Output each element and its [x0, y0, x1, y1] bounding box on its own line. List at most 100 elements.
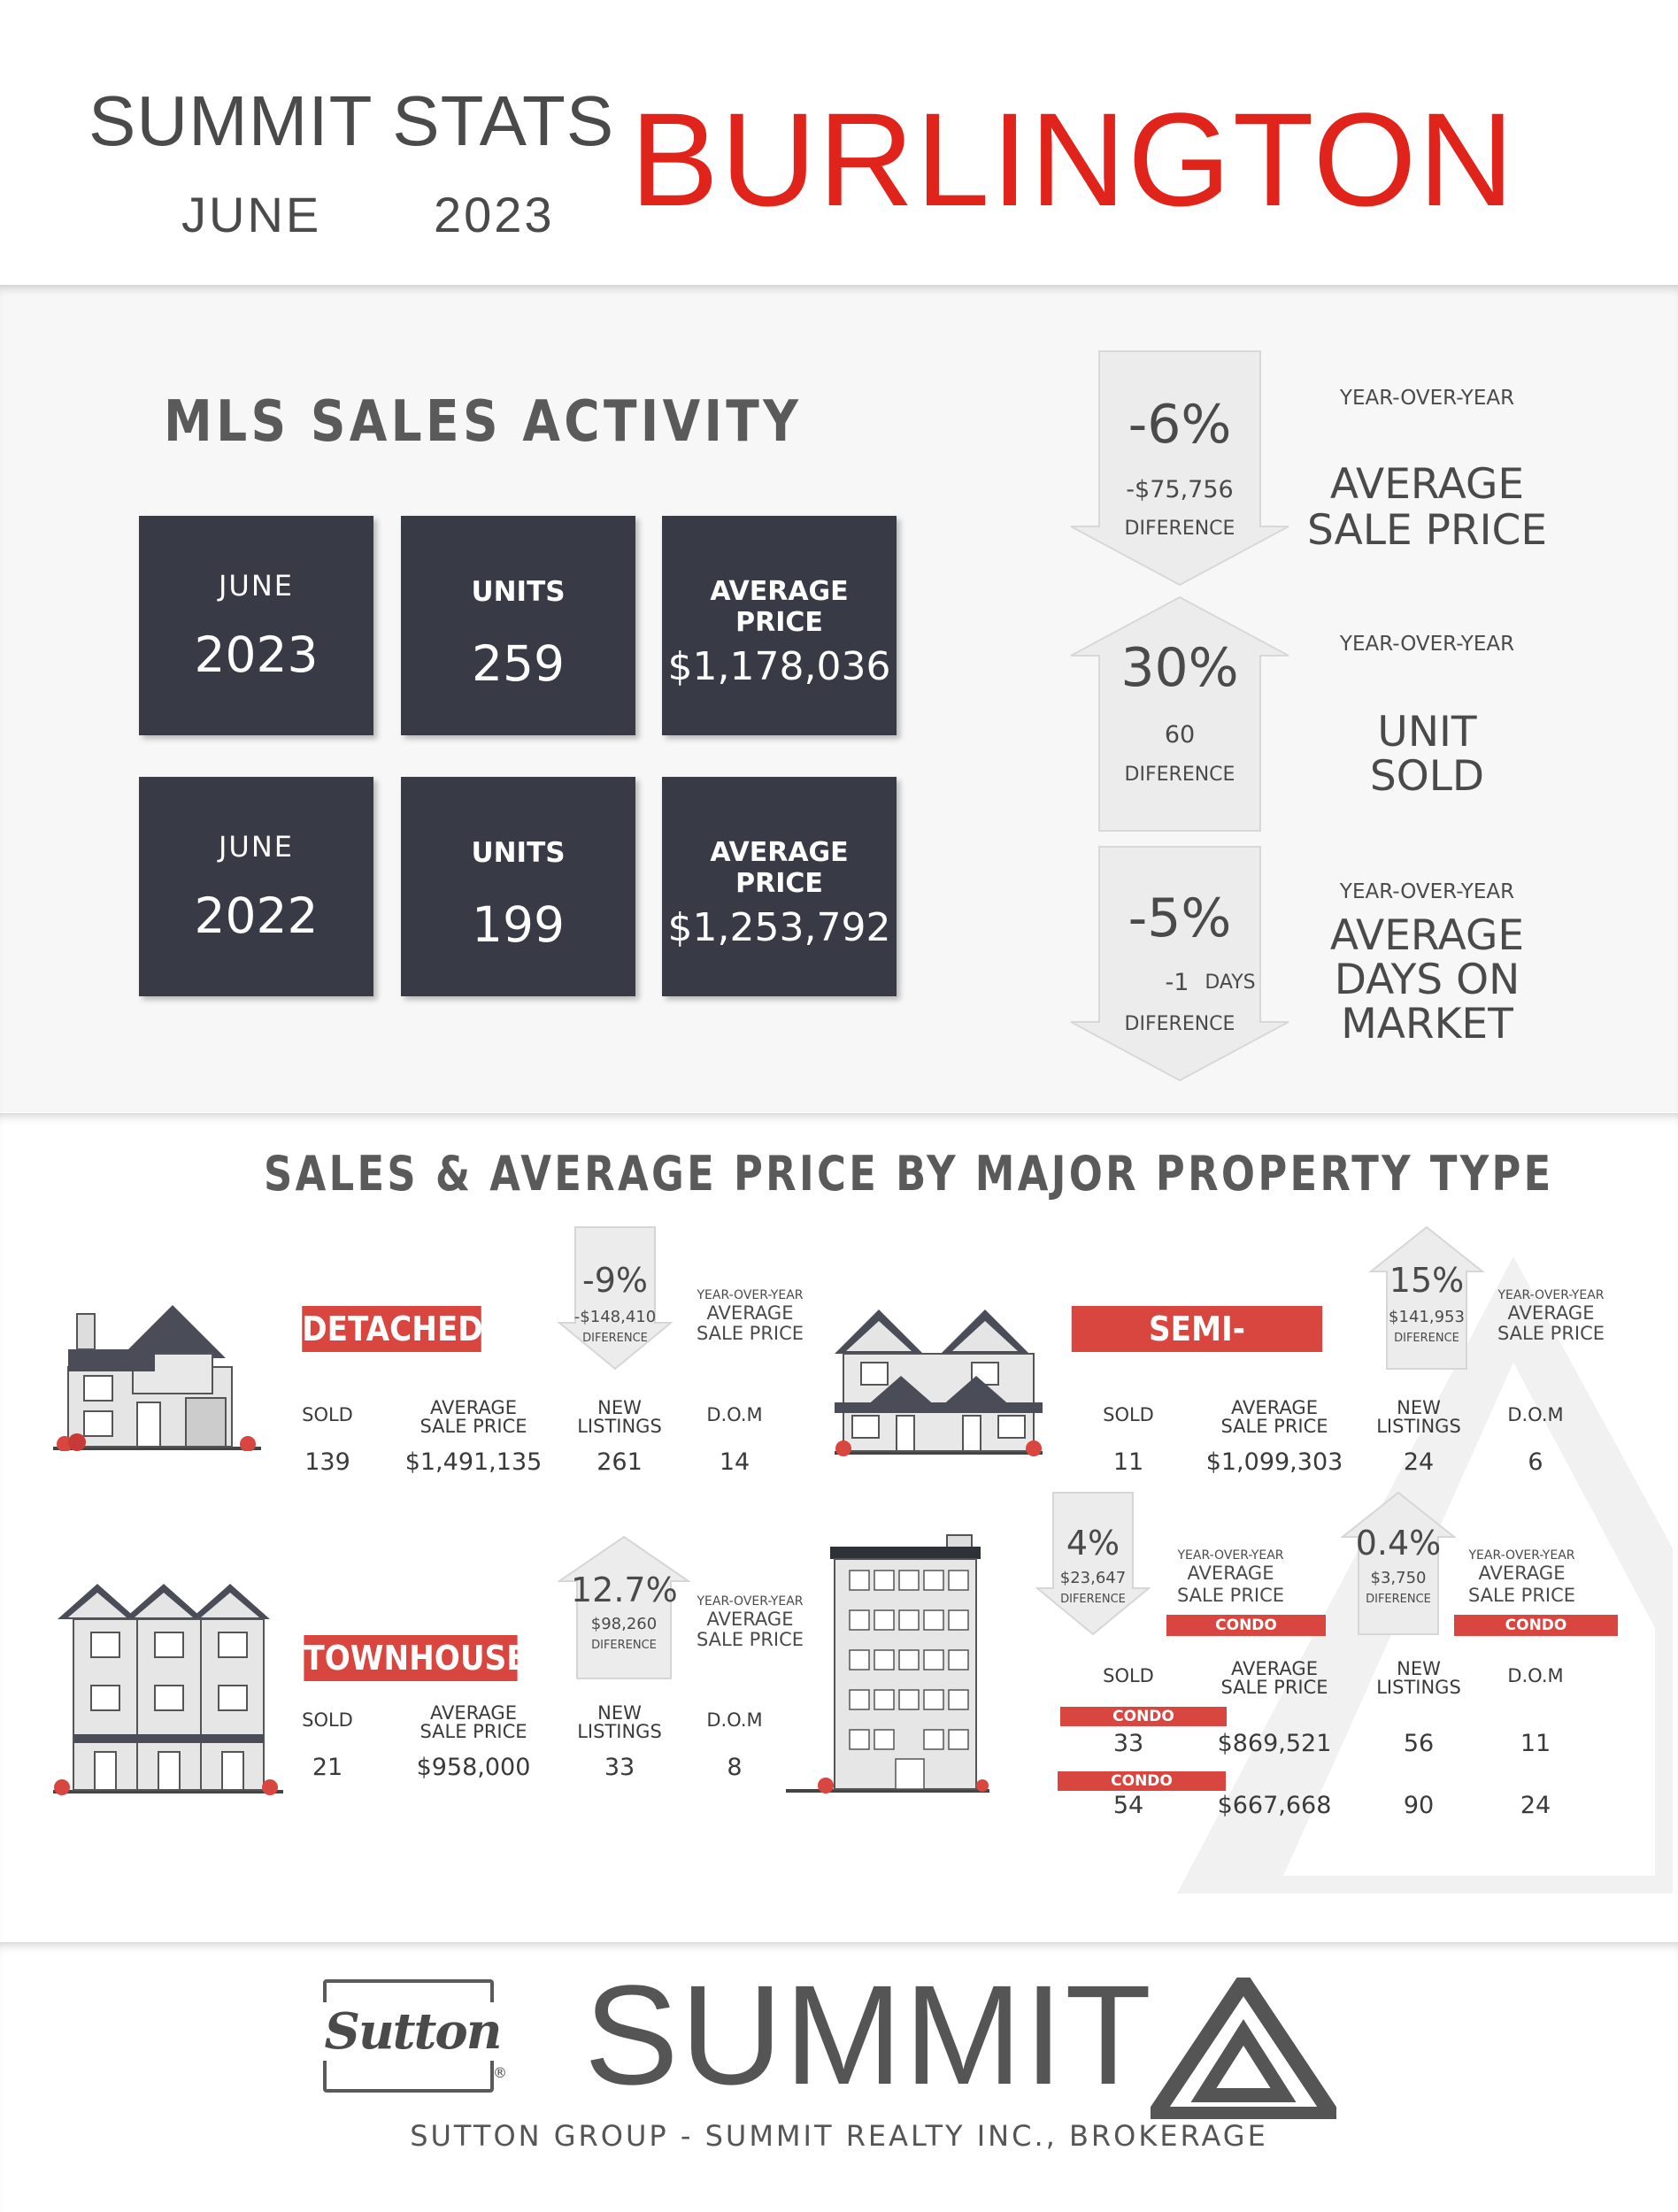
mls-box-units-2023: UNITS 259	[401, 516, 635, 735]
semi-diff-label: DIFERENCE	[1394, 1332, 1459, 1345]
detached-col-sold: SOLD	[302, 1404, 353, 1425]
detached-tag: DETACHED	[302, 1306, 483, 1352]
semi-col-avg-1: AVERAGE	[1231, 1397, 1318, 1418]
condo-col-avg-2: SALE PRICE	[1220, 1677, 1328, 1698]
townhouse-dom: 8	[727, 1754, 743, 1781]
condo-col-new-1: NEW	[1397, 1658, 1441, 1679]
mls-units-label: UNITS	[471, 837, 566, 869]
condo-townhouse-percent: 4%	[1066, 1524, 1120, 1563]
footer: Sutton ® SUMMIT SUTTON GROUP - SUMMIT RE…	[0, 1942, 1678, 2212]
semi-avg: $1,099,303	[1205, 1448, 1343, 1476]
detached-diff-label: DIFERENCE	[582, 1332, 648, 1345]
townhouse-new: 33	[604, 1754, 635, 1781]
condo-col-avg-1: AVERAGE	[1231, 1658, 1318, 1679]
mls-month-label: JUNE	[218, 569, 294, 603]
condo-townhouse-avg-label-2: SALE PRICE	[1176, 1585, 1285, 1606]
arrow-up-icon	[1070, 595, 1289, 832]
detached-avg-label-2: SALE PRICE	[696, 1323, 804, 1344]
semi-new: 24	[1403, 1448, 1435, 1476]
condo-townhouse-yoy: YEAR-OVER-YEAR	[1177, 1548, 1284, 1563]
condo-apartment-percent: 0.4%	[1355, 1524, 1442, 1563]
city-title: BURLINGTON	[630, 85, 1516, 234]
townhouse-avg: $958,000	[416, 1754, 531, 1781]
townhouse-diff-label: DIFERENCE	[591, 1639, 657, 1652]
dom-yoy: YEAR-OVER-YEAR	[1339, 880, 1515, 903]
mls-box-price-2022: AVERAGE PRICE $1,253,792	[662, 777, 897, 996]
units-sold-diff-label: DIFERENCE	[1124, 764, 1235, 786]
units-sold-diff: 60	[1164, 721, 1196, 749]
detached-new: 261	[597, 1448, 643, 1476]
semi-col-new-1: NEW	[1397, 1397, 1441, 1418]
dom-diff-label: DIFERENCE	[1124, 1013, 1235, 1035]
mls-year-value: 2022	[194, 887, 319, 944]
condo-col-sold: SOLD	[1103, 1665, 1154, 1686]
semi-avg-label-2: SALE PRICE	[1497, 1323, 1605, 1344]
condo-building-icon	[786, 1534, 989, 1793]
townhouse-icon	[53, 1584, 283, 1795]
report-year: 2023	[434, 187, 555, 242]
mls-box-month-2022: JUNE 2022	[139, 777, 373, 996]
detached-yoy: YEAR-OVER-YEAR	[697, 1288, 804, 1302]
detached-col-dom: D.O.M	[706, 1404, 763, 1425]
arrow-down-icon	[558, 1226, 673, 1371]
condo-townhouse-sold: 33	[1112, 1730, 1144, 1757]
dom-title-2: DAYS ON	[1334, 956, 1520, 1004]
brokerage-name: SUTTON GROUP - SUMMIT REALTY INC., BROKE…	[410, 2119, 1268, 2153]
semi-col-sold: SOLD	[1103, 1404, 1154, 1425]
townhouse-diff: $98,260	[590, 1615, 658, 1633]
condo-apartment-yoy: YEAR-OVER-YEAR	[1468, 1548, 1575, 1563]
condo-apartment-new: 90	[1403, 1792, 1435, 1819]
avg-price-diff: -$75,756	[1126, 476, 1234, 503]
semi-col-dom: D.O.M	[1507, 1404, 1564, 1425]
avg-price-yoy: YEAR-OVER-YEAR	[1339, 387, 1515, 410]
registered-mark: ®	[493, 2064, 507, 2081]
mls-price-label: AVERAGE PRICE	[710, 576, 849, 638]
townhouse-col-dom: D.O.M	[706, 1709, 763, 1731]
condo-apartment-dom: 24	[1520, 1792, 1551, 1819]
condo-apartment-sold: 54	[1112, 1792, 1144, 1819]
arrow-up-icon	[1341, 1491, 1456, 1635]
avg-price-diff-label: DIFERENCE	[1124, 518, 1235, 540]
condo-townhouse-avg: $869,521	[1217, 1730, 1332, 1757]
semi-detached-tag: SEMI-DETACHED	[1071, 1306, 1323, 1394]
units-sold-title-2: SOLD	[1369, 752, 1485, 801]
townhouse-sold: 21	[312, 1754, 343, 1781]
condo-apartment-row-tag: CONDO APARTMENT	[1058, 1771, 1226, 1809]
townhouse-col-new-1: NEW	[597, 1702, 642, 1724]
header: SUMMIT STATS JUNE 2023 BURLINGTON	[0, 0, 1678, 283]
detached-percent: -9%	[582, 1261, 648, 1300]
townhouse-col-avg-2: SALE PRICE	[420, 1721, 527, 1742]
townhouse-tag: TOWNHOUSE	[304, 1635, 527, 1681]
detached-avg-label-1: AVERAGE	[706, 1302, 794, 1324]
mls-month-label: JUNE	[218, 830, 294, 864]
arrow-down-icon	[1070, 350, 1289, 587]
mls-year-value: 2023	[194, 626, 319, 683]
dom-diff: -1	[1165, 969, 1189, 996]
detached-col-new-2: LISTINGS	[577, 1416, 662, 1437]
condo-townhouse-tag-small: CONDO TOWNHOUSE	[1166, 1615, 1326, 1655]
semi-percent: 15%	[1389, 1261, 1465, 1300]
arrow-down-icon	[1070, 846, 1289, 1082]
detached-col-avg-1: AVERAGE	[430, 1397, 517, 1418]
condo-townhouse-diff: $23,647	[1059, 1569, 1127, 1587]
condo-col-new-2: LISTINGS	[1376, 1677, 1461, 1698]
condo-townhouse-new: 56	[1403, 1730, 1435, 1757]
units-sold-title-1: UNIT	[1377, 708, 1477, 757]
townhouse-percent: 12.7%	[571, 1571, 678, 1609]
summit-stats-title: SUMMIT STATS	[89, 81, 615, 160]
detached-house-icon	[53, 1305, 261, 1451]
condo-townhouse-avg-label-1: AVERAGE	[1187, 1563, 1274, 1584]
report-month: JUNE	[181, 187, 322, 242]
avg-price-title-2: SALE PRICE	[1306, 506, 1548, 555]
mls-price-value: $1,253,792	[667, 905, 891, 950]
condo-apartment-avg-label-1: AVERAGE	[1478, 1563, 1566, 1584]
condo-col-dom: D.O.M	[1507, 1665, 1564, 1686]
mls-box-price-2023: AVERAGE PRICE $1,178,036	[662, 516, 897, 735]
detached-dom: 14	[719, 1448, 750, 1476]
semi-dom: 6	[1528, 1448, 1543, 1476]
condo-apartment-avg-label-2: SALE PRICE	[1467, 1585, 1576, 1606]
dom-title-1: AVERAGE	[1329, 911, 1525, 960]
dom-title-3: MARKET	[1341, 1000, 1513, 1048]
mls-heading: MLS SALES ACTIVITY	[164, 389, 803, 455]
mls-box-units-2022: UNITS 199	[401, 777, 635, 996]
